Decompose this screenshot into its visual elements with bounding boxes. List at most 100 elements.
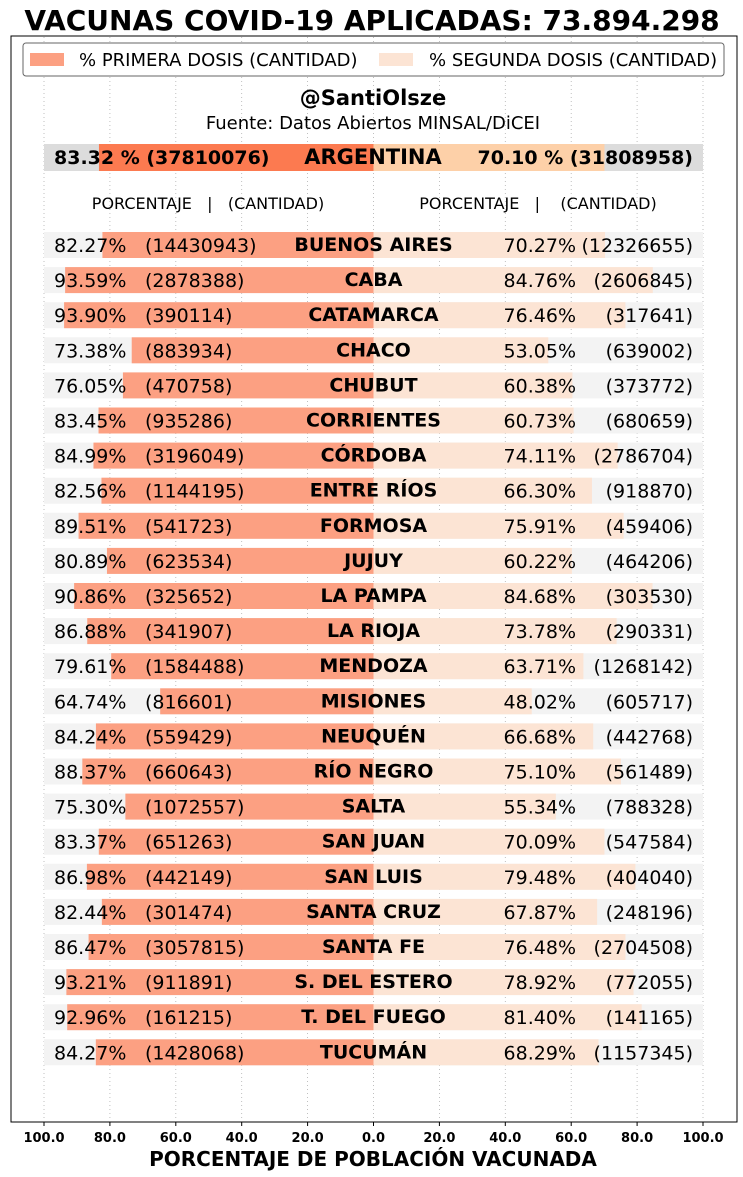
national-second-dose-bar xyxy=(373,144,605,171)
first-dose-bar xyxy=(65,267,374,294)
second-dose-bar xyxy=(373,898,598,925)
province-name: RÍO NEGRO xyxy=(314,760,434,783)
second-dose-bar xyxy=(373,267,653,294)
second-dose-bar xyxy=(373,337,549,364)
second-dose-count-label: (290331) xyxy=(606,621,693,643)
second-dose-bar xyxy=(373,512,624,539)
national-row: 83.32 % (37810076) ARGENTINA 70.10 % (31… xyxy=(44,144,703,171)
second-dose-pct-label: 75.91% xyxy=(504,516,576,538)
province-name: MISIONES xyxy=(321,690,426,712)
first-dose-bar xyxy=(122,372,374,399)
first-dose-count-label: (559429) xyxy=(145,726,232,748)
second-dose-bar xyxy=(373,828,605,855)
x-tick-label: 80.0 xyxy=(94,1131,126,1146)
second-dose-pct-label: 76.48% xyxy=(504,937,576,959)
second-dose-pct-label: 48.02% xyxy=(504,691,576,713)
legend-swatch-second-dose xyxy=(379,53,413,66)
first-dose-count-label: (935286) xyxy=(145,411,232,433)
province-name: SAN JUAN xyxy=(322,831,425,853)
national-second-label: 70.10 % (31808958) xyxy=(478,147,694,169)
second-dose-count-label: (12326655) xyxy=(581,235,693,257)
second-dose-count-label: (605717) xyxy=(606,691,693,713)
first-dose-count-label: (1144195) xyxy=(145,481,244,503)
x-tick-label: 0.0 xyxy=(362,1131,385,1146)
first-dose-bar xyxy=(67,1004,374,1031)
second-dose-count-label: (442768) xyxy=(606,726,693,748)
first-dose-count-label: (341907) xyxy=(145,621,232,643)
second-dose-count-label: (459406) xyxy=(606,516,693,538)
province-name: LA RIOJA xyxy=(327,620,420,642)
first-dose-bar xyxy=(106,547,374,574)
legend: % PRIMERA DOSIS (CANTIDAD) % SEGUNDA DOS… xyxy=(22,42,725,77)
province-name: T. DEL FUEGO xyxy=(301,1006,446,1028)
second-dose-count-label: (2606845) xyxy=(594,270,693,292)
province-name: SAN LUIS xyxy=(324,866,423,888)
province-name: S. DEL ESTERO xyxy=(294,971,452,993)
province-name: MENDOZA xyxy=(319,655,427,677)
x-tick-label: 60.0 xyxy=(160,1131,192,1146)
second-dose-pct-label: 70.27% xyxy=(504,235,576,257)
column-header-right: PORCENTAJE | (CANTIDAD) xyxy=(419,194,656,213)
second-dose-pct-label: 60.73% xyxy=(504,411,576,433)
second-dose-pct-label: 66.30% xyxy=(504,481,576,503)
second-dose-bar xyxy=(373,442,618,469)
first-dose-count-label: (660643) xyxy=(145,762,232,784)
second-dose-bar xyxy=(373,688,532,715)
first-dose-bar xyxy=(74,583,374,609)
second-dose-count-label: (317641) xyxy=(606,305,693,327)
first-dose-bar xyxy=(64,302,374,329)
second-dose-pct-label: 63.71% xyxy=(504,656,576,678)
first-dose-bar xyxy=(125,793,374,820)
first-dose-pct-label: 84.27% xyxy=(54,1042,126,1064)
province-name: SALTA xyxy=(342,796,406,818)
second-dose-bar xyxy=(373,758,621,785)
x-axis-label: PORCENTAJE DE POBLACIÓN VACUNADA xyxy=(149,1147,597,1171)
second-dose-pct-label: 76.46% xyxy=(504,305,576,327)
first-dose-count-label: (816601) xyxy=(145,691,232,713)
column-header-left: PORCENTAJE | (CANTIDAD) xyxy=(92,194,324,213)
province-name: JUJUY xyxy=(342,550,403,572)
legend-swatch-first-dose xyxy=(30,53,64,66)
first-dose-count-label: (883934) xyxy=(145,340,232,362)
first-dose-pct-label: 93.90% xyxy=(54,305,126,327)
first-dose-pct-label: 88.37% xyxy=(54,762,126,784)
gridlines xyxy=(43,37,704,1121)
second-dose-bar xyxy=(373,934,626,960)
second-dose-bar xyxy=(373,1004,642,1031)
first-dose-count-label: (390114) xyxy=(145,305,232,327)
x-tick-label: 40.0 xyxy=(489,1131,521,1146)
second-dose-pct-label: 60.22% xyxy=(504,551,576,573)
first-dose-count-label: (623534) xyxy=(145,551,232,573)
first-dose-pct-label: 83.45% xyxy=(54,411,126,433)
second-dose-pct-label: 75.10% xyxy=(504,762,576,784)
second-dose-count-label: (373772) xyxy=(606,375,693,397)
first-dose-pct-label: 75.30% xyxy=(54,797,126,819)
second-dose-bar xyxy=(373,302,626,329)
second-dose-pct-label: 78.92% xyxy=(504,972,576,994)
second-dose-pct-label: 53.05% xyxy=(504,340,576,362)
x-tick-label: 100.0 xyxy=(23,1131,64,1146)
first-dose-pct-label: 93.21% xyxy=(54,972,126,994)
second-dose-pct-label: 81.40% xyxy=(504,1007,576,1029)
first-dose-count-label: (14430943) xyxy=(145,235,257,257)
first-dose-bar xyxy=(101,477,374,504)
second-dose-pct-label: 73.78% xyxy=(504,621,576,643)
second-dose-bar xyxy=(373,232,606,258)
first-dose-bar xyxy=(87,618,374,645)
first-dose-count-label: (161215) xyxy=(145,1007,232,1029)
second-dose-pct-label: 60.38% xyxy=(504,375,576,397)
province-name: SANTA CRUZ xyxy=(306,901,441,923)
first-dose-count-label: (1584488) xyxy=(145,656,244,678)
second-dose-count-label: (464206) xyxy=(606,551,693,573)
second-dose-bar xyxy=(373,477,592,504)
first-dose-pct-label: 84.24% xyxy=(54,726,126,748)
first-dose-pct-label: 64.74% xyxy=(54,691,126,713)
second-dose-count-label: (547584) xyxy=(606,832,693,854)
province-name: CABA xyxy=(345,269,403,291)
x-axis: 100.0 80.0 60.0 40.0 20.0 0.0 20.0 40.0 60.0 80.0… xyxy=(23,1122,724,1146)
legend-label-first-dose: % PRIMERA DOSIS (CANTIDAD) xyxy=(79,50,358,71)
second-dose-bar xyxy=(373,372,573,399)
province-name: CORRIENTES xyxy=(306,410,441,432)
second-dose-count-label: (639002) xyxy=(606,340,693,362)
national-first-label: 83.32 % (37810076) xyxy=(54,147,270,169)
